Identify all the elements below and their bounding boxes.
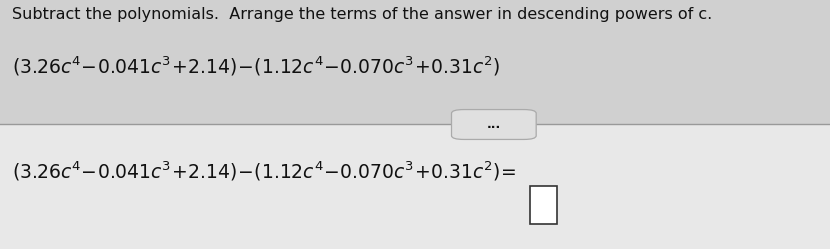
Text: $(3.26c^4\!-\!0.041c^3\!+\!2.14)\!-\!(1.12c^4\!-\!0.070c^3\!+\!0.31c^2)\!=\!$: $(3.26c^4\!-\!0.041c^3\!+\!2.14)\!-\!(1.… — [12, 159, 516, 183]
Bar — [0, 124, 830, 249]
FancyBboxPatch shape — [452, 110, 536, 139]
Bar — [530, 186, 557, 224]
Text: Subtract the polynomials.  Arrange the terms of the answer in descending powers : Subtract the polynomials. Arrange the te… — [12, 7, 713, 22]
Text: $(3.26c^4\!-\!0.041c^3\!+\!2.14)\!-\!(1.12c^4\!-\!0.070c^3\!+\!0.31c^2)$: $(3.26c^4\!-\!0.041c^3\!+\!2.14)\!-\!(1.… — [12, 55, 500, 78]
Text: ...: ... — [486, 118, 501, 131]
